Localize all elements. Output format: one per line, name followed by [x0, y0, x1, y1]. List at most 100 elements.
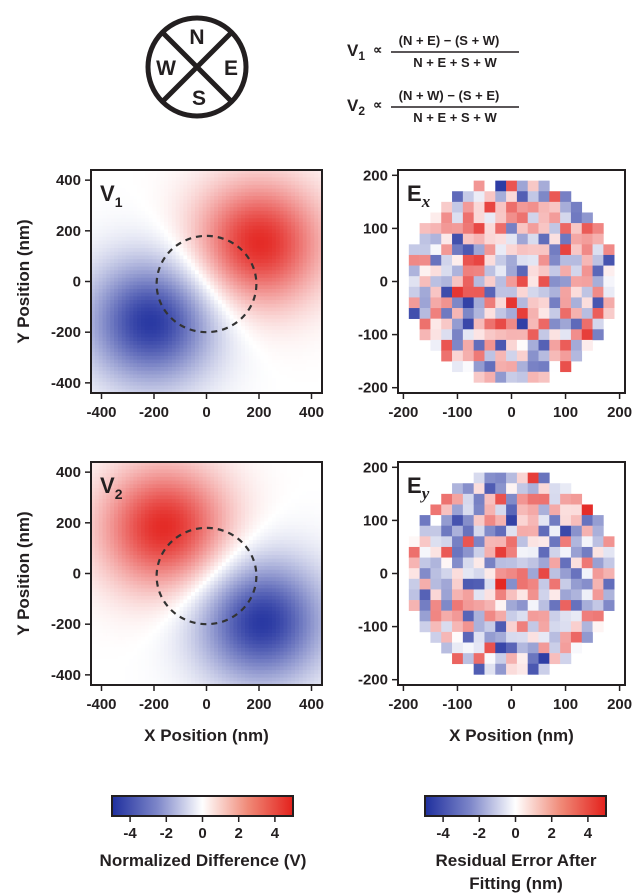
heatmap-cell: [306, 240, 312, 245]
heatmap-cell: [241, 285, 246, 290]
heatmap-cell: [141, 584, 146, 589]
heatmap-cell: [106, 355, 111, 361]
heatmap-cell: [152, 303, 158, 309]
heatmap-cell: [133, 255, 138, 260]
heatmap-cell: [110, 577, 115, 582]
heatmap-cell: [198, 326, 204, 331]
heatmap-cell: [171, 303, 177, 309]
heatmap-cell: [275, 262, 281, 268]
heatmap-cell: [187, 262, 192, 268]
heatmap-cell: [221, 203, 227, 208]
heatmap-cell: [148, 517, 154, 523]
heatmap-cell: [94, 603, 100, 608]
heatmap-cell: [129, 381, 134, 387]
heatmap-cell: [91, 378, 96, 383]
heatmap-cell: [125, 521, 131, 526]
heatmap-cell: [110, 288, 115, 294]
heatmap-cell: [202, 333, 208, 338]
heatmap-cell: [102, 314, 107, 320]
heatmap-cell: [114, 381, 119, 387]
heatmap-cell: [256, 236, 261, 242]
heatmap-cell: [98, 580, 104, 586]
heatmap-cell: [225, 177, 231, 182]
heatmap-cell: [268, 173, 273, 179]
heatmap-cell: [106, 303, 111, 309]
heatmap-cell: [283, 359, 288, 364]
heatmap-cell: [152, 562, 158, 567]
heatmap-cell: [125, 248, 131, 253]
heatmap-cell: [156, 251, 161, 257]
heatmap-cell: [229, 296, 235, 301]
heatmap-cell: [168, 259, 173, 264]
heatmap-cell: [141, 214, 146, 219]
heatmap-cell: [137, 647, 142, 653]
heatmap-cell: [121, 558, 127, 563]
heatmap-cell: [160, 240, 165, 245]
heatmap-cell: [225, 370, 231, 376]
heatmap-cell: [98, 274, 104, 279]
heatmap-cell: [275, 340, 281, 346]
heatmap-cell: [94, 329, 100, 335]
heatmap-cell: [144, 662, 150, 668]
heatmap-cell: [144, 551, 150, 556]
heatmap-cell: [279, 333, 285, 338]
heatmap-cell: [214, 292, 219, 297]
heatmap-cell: [171, 281, 177, 286]
heatmap-cell: [141, 488, 146, 493]
heatmap-cell: [114, 562, 119, 567]
heatmap-cell: [183, 244, 188, 249]
heatmap-cell: [495, 361, 507, 373]
heatmap-cell: [148, 251, 154, 257]
heatmap-cell: [268, 192, 273, 197]
heatmap-cell: [114, 292, 119, 297]
heatmap-cell: [314, 210, 319, 216]
heatmap-cell: [133, 514, 138, 519]
heatmap-cell: [233, 374, 238, 379]
heatmap-cell: [225, 389, 231, 394]
heatmap-cell: [144, 374, 150, 379]
heatmap-cell: [260, 196, 265, 201]
heatmap-cell: [183, 192, 188, 197]
heatmap-cell: [268, 311, 273, 316]
heatmap-cell: [133, 214, 138, 219]
heatmap-cell: [295, 381, 300, 387]
heatmap-cell: [129, 340, 134, 346]
heatmap-cell: [202, 378, 208, 383]
heatmap-cell: [210, 240, 215, 245]
heatmap-cell: [183, 251, 188, 257]
heatmap-cell: [171, 262, 177, 268]
heatmap-cell: [102, 303, 107, 309]
heatmap-cell: [248, 210, 254, 216]
heatmap-cell: [187, 303, 192, 309]
heatmap-cell: [291, 281, 296, 286]
heatmap-cell: [117, 210, 123, 216]
heatmap-cell: [144, 300, 150, 305]
heatmap-cell: [314, 296, 319, 301]
heatmap-cell: [114, 681, 119, 686]
heatmap-cell: [102, 681, 107, 686]
heatmap-cell: [102, 595, 107, 601]
heatmap-cell: [302, 348, 308, 353]
heatmap-cell: [179, 288, 184, 294]
heatmap-cell: [175, 385, 181, 390]
heatmap-cell: [117, 307, 123, 312]
heatmap-cell: [210, 277, 215, 283]
heatmap-cell: [144, 510, 150, 515]
heatmap-cell: [114, 592, 119, 597]
heatmap-cell: [287, 389, 292, 394]
heatmap-cell: [94, 218, 100, 223]
heatmap-cell: [206, 266, 211, 271]
heatmap-cell: [279, 385, 285, 390]
heatmap-cell: [194, 296, 200, 301]
heatmap-cell: [98, 506, 104, 511]
heatmap-cell: [148, 499, 154, 504]
heatmap-cell: [121, 300, 127, 305]
heatmap-cell: [279, 311, 285, 316]
heatmap-cell: [473, 212, 485, 224]
heatmap-cell: [271, 210, 277, 216]
heatmap-cell: [141, 510, 146, 515]
heatmap-cell: [148, 551, 154, 556]
heatmap-cell: [106, 640, 111, 645]
heatmap-cell: [233, 337, 238, 342]
heatmap-cell: [152, 473, 158, 478]
